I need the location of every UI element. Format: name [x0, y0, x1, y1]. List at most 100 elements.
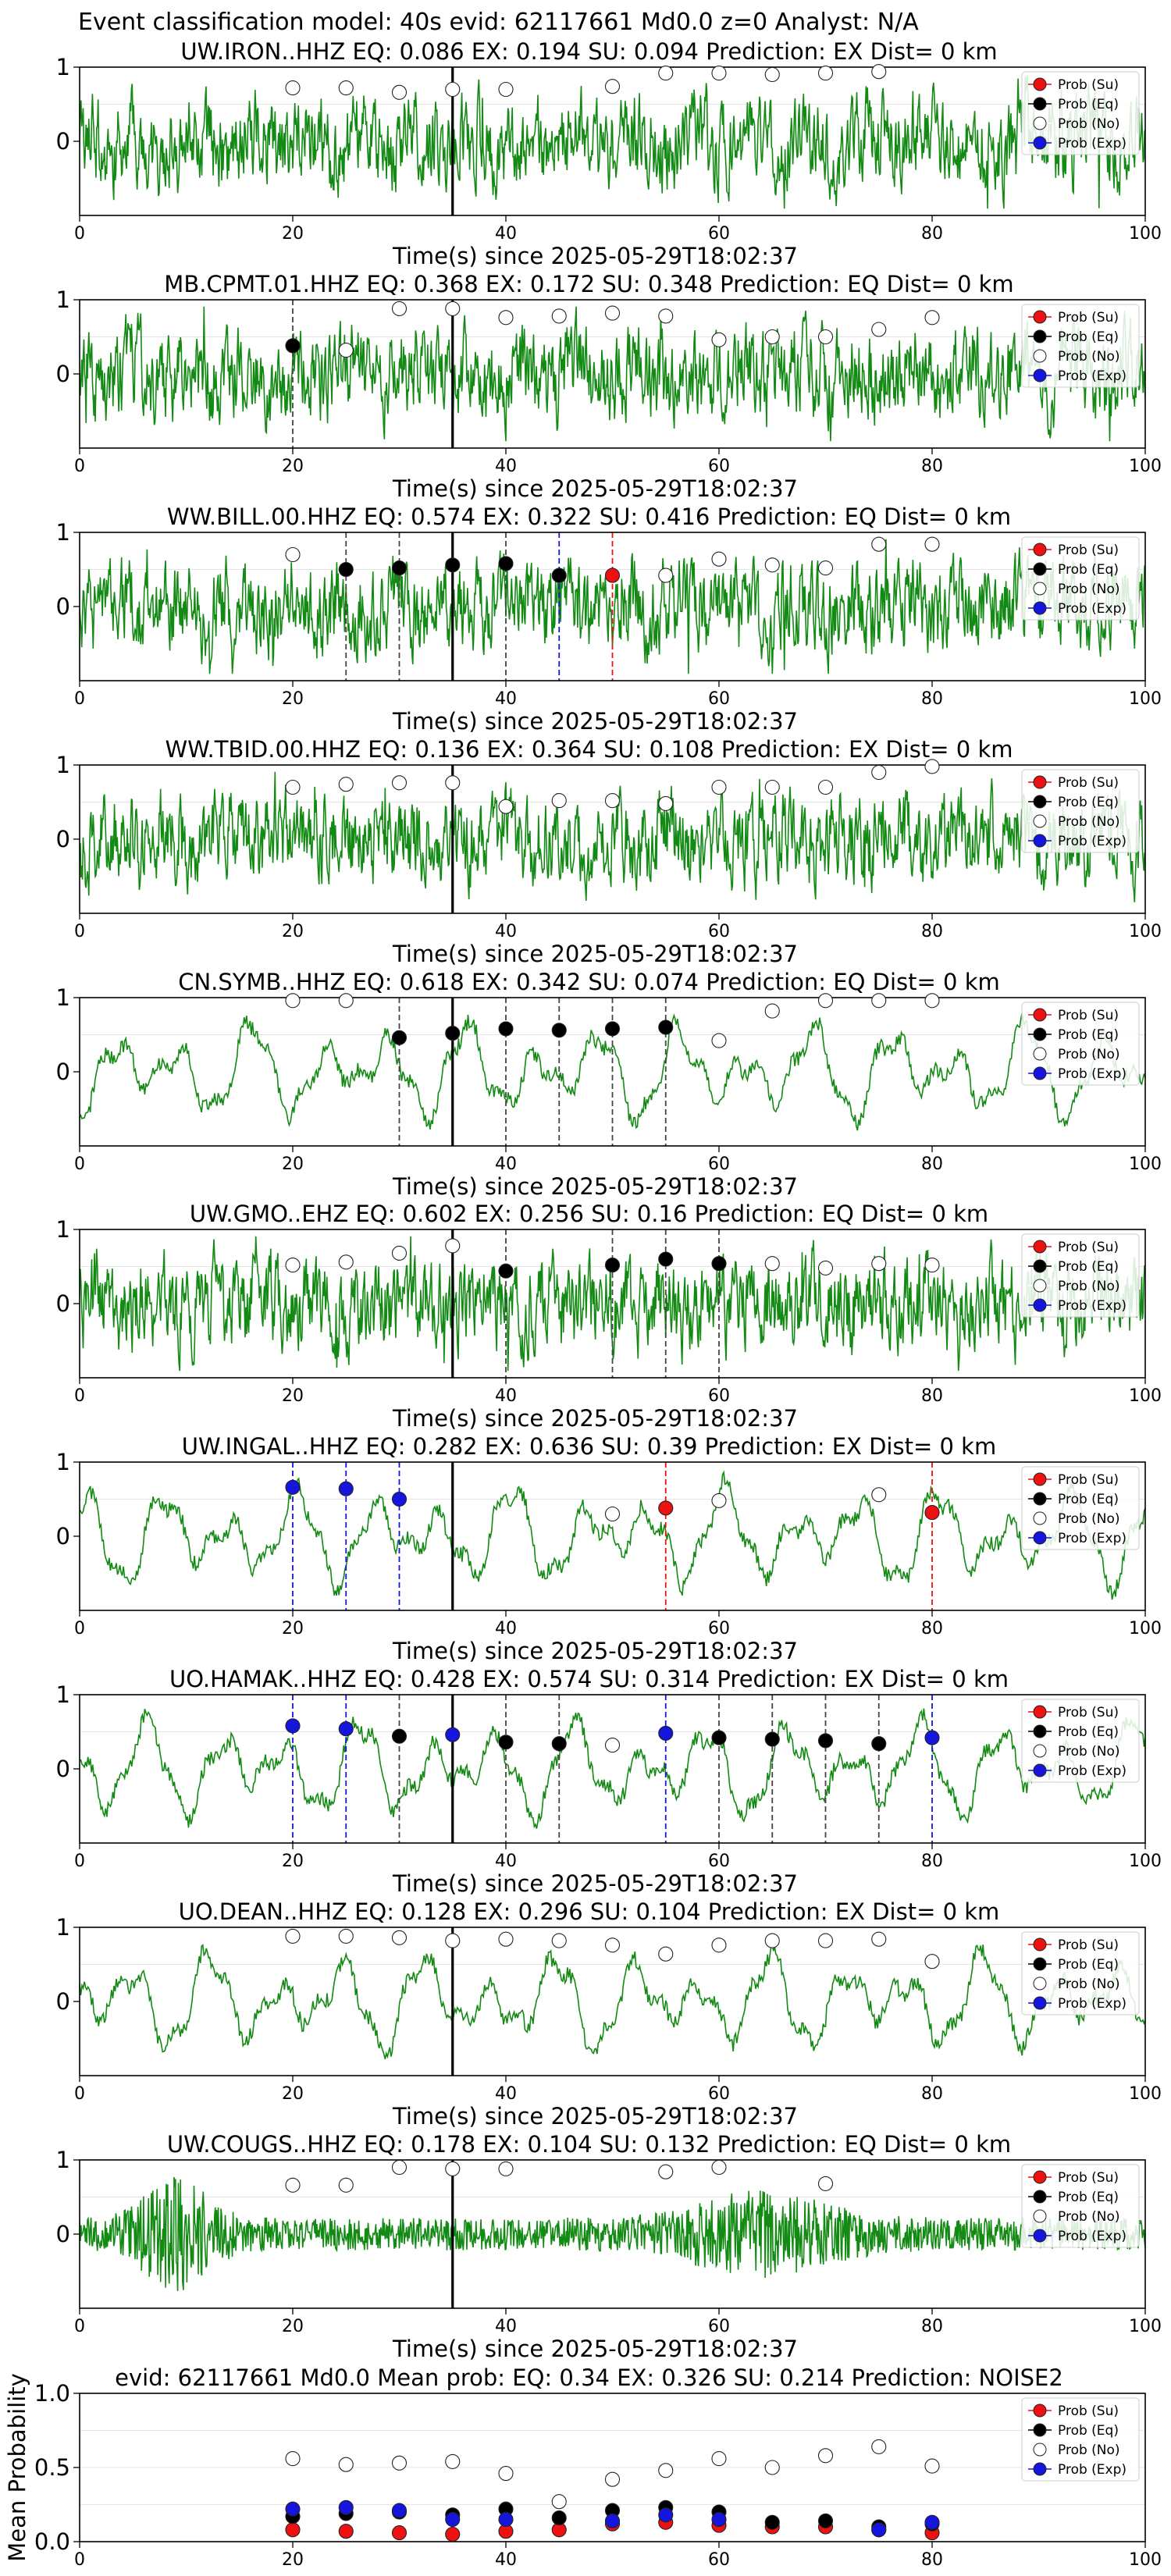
y-tick-label: 0.0 — [34, 2528, 70, 2555]
x-tick-label: 0 — [74, 2317, 85, 2336]
x-tick-label: 0 — [74, 689, 85, 709]
legend-label: Prob (Exp) — [1058, 368, 1127, 384]
legend-label: Prob (No) — [1058, 116, 1120, 132]
marker-prob-su — [338, 2524, 354, 2539]
marker-prob-no — [604, 79, 621, 94]
legend-label: Prob (Exp) — [1058, 1996, 1127, 2012]
x-tick-label: 60 — [708, 1852, 730, 1871]
legend-marker — [1033, 1976, 1047, 1991]
marker-prob-no — [924, 1258, 940, 1273]
legend-marker — [1033, 97, 1047, 111]
marker-prob-no — [871, 764, 887, 781]
x-tick-label: 20 — [282, 689, 304, 709]
x-tick-label: 60 — [708, 1386, 730, 1406]
marker-prob-no — [604, 305, 621, 321]
x-tick-label: 20 — [282, 1619, 304, 1638]
marker-prob-eq — [658, 1251, 674, 1267]
x-tick-label: 20 — [282, 224, 304, 244]
legend-label: Prob (Su) — [1058, 775, 1119, 791]
x-tick-label: 80 — [921, 2317, 943, 2336]
legend-frame — [1021, 1233, 1140, 1318]
marker-prob-eq — [871, 1736, 887, 1752]
marker-prob-eq — [445, 557, 461, 573]
marker-prob-no — [445, 301, 461, 316]
x-tick-label: 100 — [1129, 689, 1162, 709]
legend-label: Prob (Eq) — [1058, 562, 1119, 578]
marker-prob-su — [445, 2526, 461, 2542]
legend-label: Prob (Su) — [1058, 543, 1119, 558]
marker-prob-eq — [391, 560, 408, 576]
marker-prob-no — [604, 2471, 621, 2487]
x-tick-label: 20 — [282, 1852, 304, 1871]
marker-prob-no — [658, 2463, 674, 2478]
marker-prob-no — [604, 1738, 621, 1753]
panel-title: UW.COUGS..HHZ EQ: 0.178 EX: 0.104 SU: 0.… — [167, 2131, 1011, 2158]
legend-label: Prob (Eq) — [1058, 1492, 1119, 1507]
legend-marker — [1033, 1705, 1047, 1719]
x-tick-label: 60 — [708, 2550, 730, 2570]
marker-prob-exp — [391, 1491, 408, 1507]
station-panel: UW.COUGS..HHZ EQ: 0.178 EX: 0.104 SU: 0.… — [56, 2131, 1162, 2362]
marker-prob-exp — [658, 1725, 674, 1741]
x-tick-label: 0 — [74, 1619, 85, 1638]
x-tick-label: 40 — [495, 457, 517, 476]
station-panel: UW.GMO..EHZ EQ: 0.602 EX: 0.256 SU: 0.16… — [56, 1201, 1162, 1432]
x-axis-label: Time(s) since 2025-05-29T18:02:37 — [392, 243, 798, 269]
marker-prob-no — [711, 1937, 727, 1953]
legend: Prob (Su) Prob (Eq) Prob (No) Prob (Exp) — [1021, 71, 1140, 155]
panel-title: UW.GMO..EHZ EQ: 0.602 EX: 0.256 SU: 0.16… — [190, 1201, 988, 1227]
legend-marker — [1033, 1531, 1047, 1545]
legend-marker — [1033, 1763, 1047, 1777]
marker-prob-no — [285, 993, 301, 1009]
marker-prob-no — [604, 1937, 621, 1953]
marker-prob-no — [871, 993, 887, 1009]
waveform-trace — [80, 306, 1145, 442]
legend-marker — [1033, 2229, 1047, 2243]
legend-marker — [1033, 2170, 1047, 2184]
marker-prob-eq — [338, 561, 354, 578]
marker-prob-no — [658, 1946, 674, 1962]
legend-label: Prob (Su) — [1058, 1705, 1119, 1720]
legend-label: Prob (No) — [1058, 814, 1120, 830]
legend-marker — [1033, 775, 1047, 789]
legend-label: Prob (Eq) — [1058, 1027, 1119, 1043]
marker-prob-exp — [924, 1730, 940, 1745]
x-tick-label: 80 — [921, 1852, 943, 1871]
x-tick-label: 40 — [495, 2084, 517, 2104]
marker-prob-su — [285, 2522, 301, 2538]
y-tick-label: 1 — [56, 519, 70, 546]
legend-label: Prob (No) — [1058, 1047, 1120, 1062]
figure-suptitle: Event classification model: 40s evid: 62… — [78, 9, 919, 36]
x-axis-label: Time(s) since 2025-05-29T18:02:37 — [392, 1405, 798, 1432]
legend-label: Prob (Su) — [1058, 1937, 1119, 1953]
marker-prob-su — [391, 2525, 408, 2541]
marker-prob-no — [924, 536, 940, 552]
marker-prob-exp — [285, 1718, 301, 1734]
x-tick-label: 100 — [1129, 1619, 1162, 1638]
y-tick-label: 0 — [56, 593, 70, 620]
legend-label: Prob (Su) — [1058, 310, 1119, 326]
marker-prob-no — [871, 1487, 887, 1503]
marker-prob-no — [924, 1954, 940, 1969]
legend: Prob (Su) Prob (Eq) Prob (No) Prob (Exp) — [1021, 1931, 1140, 2016]
legend-label: Prob (Exp) — [1058, 136, 1127, 151]
marker-prob-no — [817, 1260, 834, 1276]
marker-prob-no — [817, 1933, 834, 1948]
x-tick-label: 80 — [921, 1386, 943, 1406]
legend-marker — [1033, 1298, 1047, 1312]
legend-marker — [1033, 329, 1047, 343]
legend-label: Prob (No) — [1058, 1279, 1120, 1294]
marker-prob-no — [924, 2458, 940, 2474]
station-panel: MB.CPMT.01.HHZ EQ: 0.368 EX: 0.172 SU: 0… — [56, 271, 1162, 502]
legend-marker — [1033, 814, 1047, 828]
panel-title: MB.CPMT.01.HHZ EQ: 0.368 EX: 0.172 SU: 0… — [164, 271, 1013, 297]
legend-marker — [1033, 310, 1047, 324]
y-tick-label: 1 — [56, 1449, 70, 1475]
marker-prob-no — [285, 2451, 301, 2467]
x-tick-label: 20 — [282, 1386, 304, 1406]
legend-label: Prob (No) — [1058, 1744, 1120, 1759]
marker-prob-no — [764, 1003, 780, 1019]
x-axis-label: Time(s) since 2025-05-29T18:02:37 — [392, 1870, 798, 1897]
x-axis-label: Time(s) since 2025-05-29T18:02:37 — [392, 2336, 798, 2362]
y-tick-label: 0 — [56, 128, 70, 155]
